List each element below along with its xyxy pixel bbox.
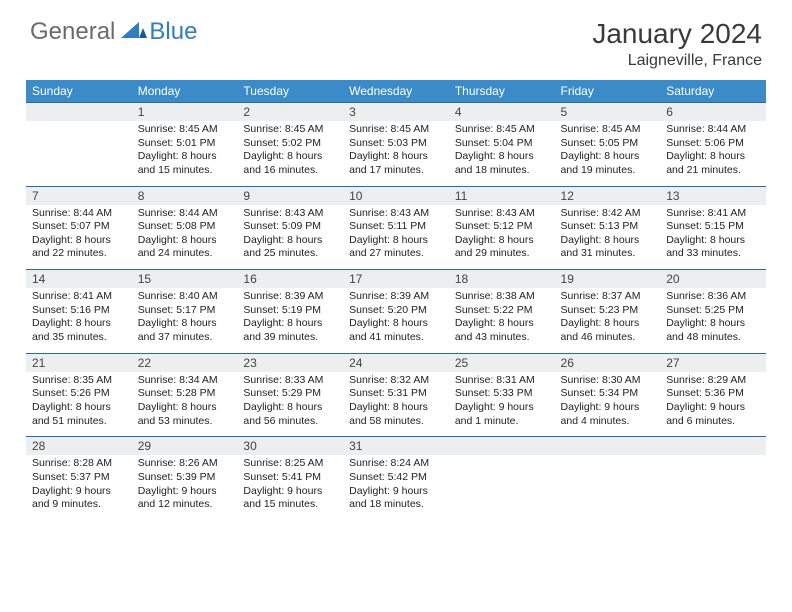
date-row: 78910111213 xyxy=(26,186,766,205)
logo: General Blue xyxy=(30,18,197,46)
date-cell: 23 xyxy=(237,353,343,372)
date-cell: 18 xyxy=(449,270,555,289)
info-cell: Sunrise: 8:24 AMSunset: 5:42 PMDaylight:… xyxy=(343,455,449,520)
date-cell: 20 xyxy=(660,270,766,289)
date-cell xyxy=(660,437,766,456)
date-cell: 8 xyxy=(132,186,238,205)
info-cell: Sunrise: 8:45 AMSunset: 5:05 PMDaylight:… xyxy=(555,121,661,186)
date-cell: 16 xyxy=(237,270,343,289)
info-cell: Sunrise: 8:30 AMSunset: 5:34 PMDaylight:… xyxy=(555,372,661,437)
date-cell: 27 xyxy=(660,353,766,372)
info-cell: Sunrise: 8:41 AMSunset: 5:16 PMDaylight:… xyxy=(26,288,132,353)
date-cell: 7 xyxy=(26,186,132,205)
info-cell: Sunrise: 8:39 AMSunset: 5:19 PMDaylight:… xyxy=(237,288,343,353)
date-cell: 10 xyxy=(343,186,449,205)
info-cell: Sunrise: 8:25 AMSunset: 5:41 PMDaylight:… xyxy=(237,455,343,520)
info-cell xyxy=(449,455,555,520)
info-cell: Sunrise: 8:29 AMSunset: 5:36 PMDaylight:… xyxy=(660,372,766,437)
date-cell: 13 xyxy=(660,186,766,205)
info-cell: Sunrise: 8:45 AMSunset: 5:02 PMDaylight:… xyxy=(237,121,343,186)
info-row: Sunrise: 8:41 AMSunset: 5:16 PMDaylight:… xyxy=(26,288,766,353)
info-cell: Sunrise: 8:37 AMSunset: 5:23 PMDaylight:… xyxy=(555,288,661,353)
date-cell: 15 xyxy=(132,270,238,289)
info-cell: Sunrise: 8:41 AMSunset: 5:15 PMDaylight:… xyxy=(660,205,766,270)
info-row: Sunrise: 8:45 AMSunset: 5:01 PMDaylight:… xyxy=(26,121,766,186)
info-cell: Sunrise: 8:38 AMSunset: 5:22 PMDaylight:… xyxy=(449,288,555,353)
info-cell: Sunrise: 8:44 AMSunset: 5:08 PMDaylight:… xyxy=(132,205,238,270)
date-row: 28293031 xyxy=(26,437,766,456)
page-title: January 2024 xyxy=(592,18,762,50)
day-header: Tuesday xyxy=(237,80,343,103)
info-cell: Sunrise: 8:35 AMSunset: 5:26 PMDaylight:… xyxy=(26,372,132,437)
logo-text-blue: Blue xyxy=(149,18,197,46)
info-row: Sunrise: 8:35 AMSunset: 5:26 PMDaylight:… xyxy=(26,372,766,437)
header: General Blue January 2024 Laigneville, F… xyxy=(0,0,792,74)
date-cell: 24 xyxy=(343,353,449,372)
info-cell: Sunrise: 8:43 AMSunset: 5:11 PMDaylight:… xyxy=(343,205,449,270)
info-cell: Sunrise: 8:44 AMSunset: 5:07 PMDaylight:… xyxy=(26,205,132,270)
info-cell xyxy=(555,455,661,520)
date-cell: 6 xyxy=(660,103,766,122)
date-cell: 26 xyxy=(555,353,661,372)
info-cell: Sunrise: 8:45 AMSunset: 5:03 PMDaylight:… xyxy=(343,121,449,186)
day-header: Monday xyxy=(132,80,238,103)
calendar-table: Sunday Monday Tuesday Wednesday Thursday… xyxy=(26,80,766,520)
date-cell: 2 xyxy=(237,103,343,122)
day-header: Sunday xyxy=(26,80,132,103)
title-block: January 2024 Laigneville, France xyxy=(592,18,762,70)
date-cell: 12 xyxy=(555,186,661,205)
info-cell xyxy=(660,455,766,520)
day-header: Thursday xyxy=(449,80,555,103)
info-cell: Sunrise: 8:45 AMSunset: 5:01 PMDaylight:… xyxy=(132,121,238,186)
info-row: Sunrise: 8:44 AMSunset: 5:07 PMDaylight:… xyxy=(26,205,766,270)
date-cell: 22 xyxy=(132,353,238,372)
info-cell: Sunrise: 8:43 AMSunset: 5:12 PMDaylight:… xyxy=(449,205,555,270)
info-cell: Sunrise: 8:26 AMSunset: 5:39 PMDaylight:… xyxy=(132,455,238,520)
info-cell: Sunrise: 8:32 AMSunset: 5:31 PMDaylight:… xyxy=(343,372,449,437)
date-cell xyxy=(449,437,555,456)
date-cell: 21 xyxy=(26,353,132,372)
info-cell: Sunrise: 8:40 AMSunset: 5:17 PMDaylight:… xyxy=(132,288,238,353)
date-cell: 30 xyxy=(237,437,343,456)
day-header-row: Sunday Monday Tuesday Wednesday Thursday… xyxy=(26,80,766,103)
day-header: Friday xyxy=(555,80,661,103)
info-row: Sunrise: 8:28 AMSunset: 5:37 PMDaylight:… xyxy=(26,455,766,520)
logo-text-general: General xyxy=(30,18,115,46)
info-cell: Sunrise: 8:43 AMSunset: 5:09 PMDaylight:… xyxy=(237,205,343,270)
date-cell: 1 xyxy=(132,103,238,122)
day-header: Wednesday xyxy=(343,80,449,103)
date-row: 21222324252627 xyxy=(26,353,766,372)
date-cell: 4 xyxy=(449,103,555,122)
info-cell: Sunrise: 8:31 AMSunset: 5:33 PMDaylight:… xyxy=(449,372,555,437)
date-cell xyxy=(555,437,661,456)
info-cell xyxy=(26,121,132,186)
info-cell: Sunrise: 8:44 AMSunset: 5:06 PMDaylight:… xyxy=(660,121,766,186)
info-cell: Sunrise: 8:39 AMSunset: 5:20 PMDaylight:… xyxy=(343,288,449,353)
date-cell: 9 xyxy=(237,186,343,205)
date-cell: 31 xyxy=(343,437,449,456)
logo-mark-icon xyxy=(121,18,147,43)
info-cell: Sunrise: 8:28 AMSunset: 5:37 PMDaylight:… xyxy=(26,455,132,520)
date-cell: 11 xyxy=(449,186,555,205)
date-cell: 19 xyxy=(555,270,661,289)
date-cell: 17 xyxy=(343,270,449,289)
date-cell: 3 xyxy=(343,103,449,122)
date-cell: 14 xyxy=(26,270,132,289)
info-cell: Sunrise: 8:33 AMSunset: 5:29 PMDaylight:… xyxy=(237,372,343,437)
info-cell: Sunrise: 8:45 AMSunset: 5:04 PMDaylight:… xyxy=(449,121,555,186)
day-header: Saturday xyxy=(660,80,766,103)
info-cell: Sunrise: 8:34 AMSunset: 5:28 PMDaylight:… xyxy=(132,372,238,437)
info-cell: Sunrise: 8:42 AMSunset: 5:13 PMDaylight:… xyxy=(555,205,661,270)
info-cell: Sunrise: 8:36 AMSunset: 5:25 PMDaylight:… xyxy=(660,288,766,353)
date-cell: 28 xyxy=(26,437,132,456)
date-cell xyxy=(26,103,132,122)
location-label: Laigneville, France xyxy=(592,52,762,70)
date-row: 14151617181920 xyxy=(26,270,766,289)
date-cell: 29 xyxy=(132,437,238,456)
date-row: 123456 xyxy=(26,103,766,122)
date-cell: 25 xyxy=(449,353,555,372)
date-cell: 5 xyxy=(555,103,661,122)
